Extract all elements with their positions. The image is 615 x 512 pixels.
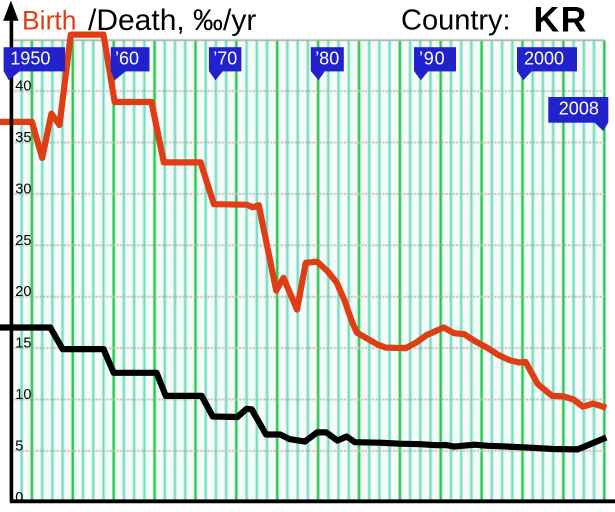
svg-text:0: 0 bbox=[15, 490, 23, 506]
svg-text:’90: ’90 bbox=[419, 48, 445, 68]
svg-text:15: 15 bbox=[15, 336, 31, 352]
svg-text:/Death, ‰/yr: /Death, ‰/yr bbox=[88, 4, 256, 37]
svg-text:’70: ’70 bbox=[213, 48, 237, 68]
svg-text:40: 40 bbox=[15, 79, 31, 95]
svg-text:1950: 1950 bbox=[10, 48, 50, 68]
svg-text:25: 25 bbox=[15, 233, 31, 249]
svg-text:20: 20 bbox=[15, 284, 31, 300]
svg-text:Country:: Country: bbox=[401, 5, 511, 37]
svg-text:’80: ’80 bbox=[315, 48, 339, 68]
svg-text:Birth: Birth bbox=[22, 6, 77, 36]
svg-text:’60: ’60 bbox=[115, 48, 139, 68]
svg-text:2008: 2008 bbox=[559, 99, 599, 119]
svg-text:30: 30 bbox=[15, 181, 31, 197]
svg-text:35: 35 bbox=[15, 130, 31, 146]
svg-text:KR: KR bbox=[534, 0, 588, 39]
svg-text:10: 10 bbox=[15, 387, 31, 403]
svg-text:5: 5 bbox=[15, 438, 23, 454]
svg-text:2000: 2000 bbox=[524, 48, 564, 68]
